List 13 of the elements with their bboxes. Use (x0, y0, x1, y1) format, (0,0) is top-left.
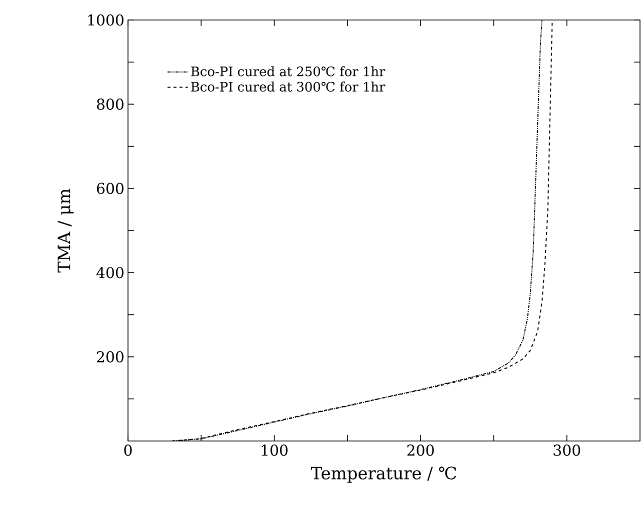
x-tick-label: 100 (262, 444, 288, 456)
x-tick-label: 0 (124, 444, 132, 456)
legend-label: Bco-PI cured at 300℃ for 1hr (191, 82, 386, 92)
y-tick-label: 400 (96, 266, 124, 278)
legend-label: Bco-PI cured at 250℃ for 1hr (191, 66, 386, 76)
y-tick-label: 200 (96, 351, 124, 362)
y-axis-title: TMA / μm (58, 188, 74, 273)
y-tick-label: 600 (96, 182, 124, 194)
x-tick-label: 300 (554, 444, 580, 456)
x-axis-title: Temperature / ℃ (310, 466, 456, 483)
x-tick-label: 200 (407, 444, 434, 456)
y-tick-label: 800 (96, 98, 124, 110)
y-tick-label: 1000 (88, 14, 124, 26)
